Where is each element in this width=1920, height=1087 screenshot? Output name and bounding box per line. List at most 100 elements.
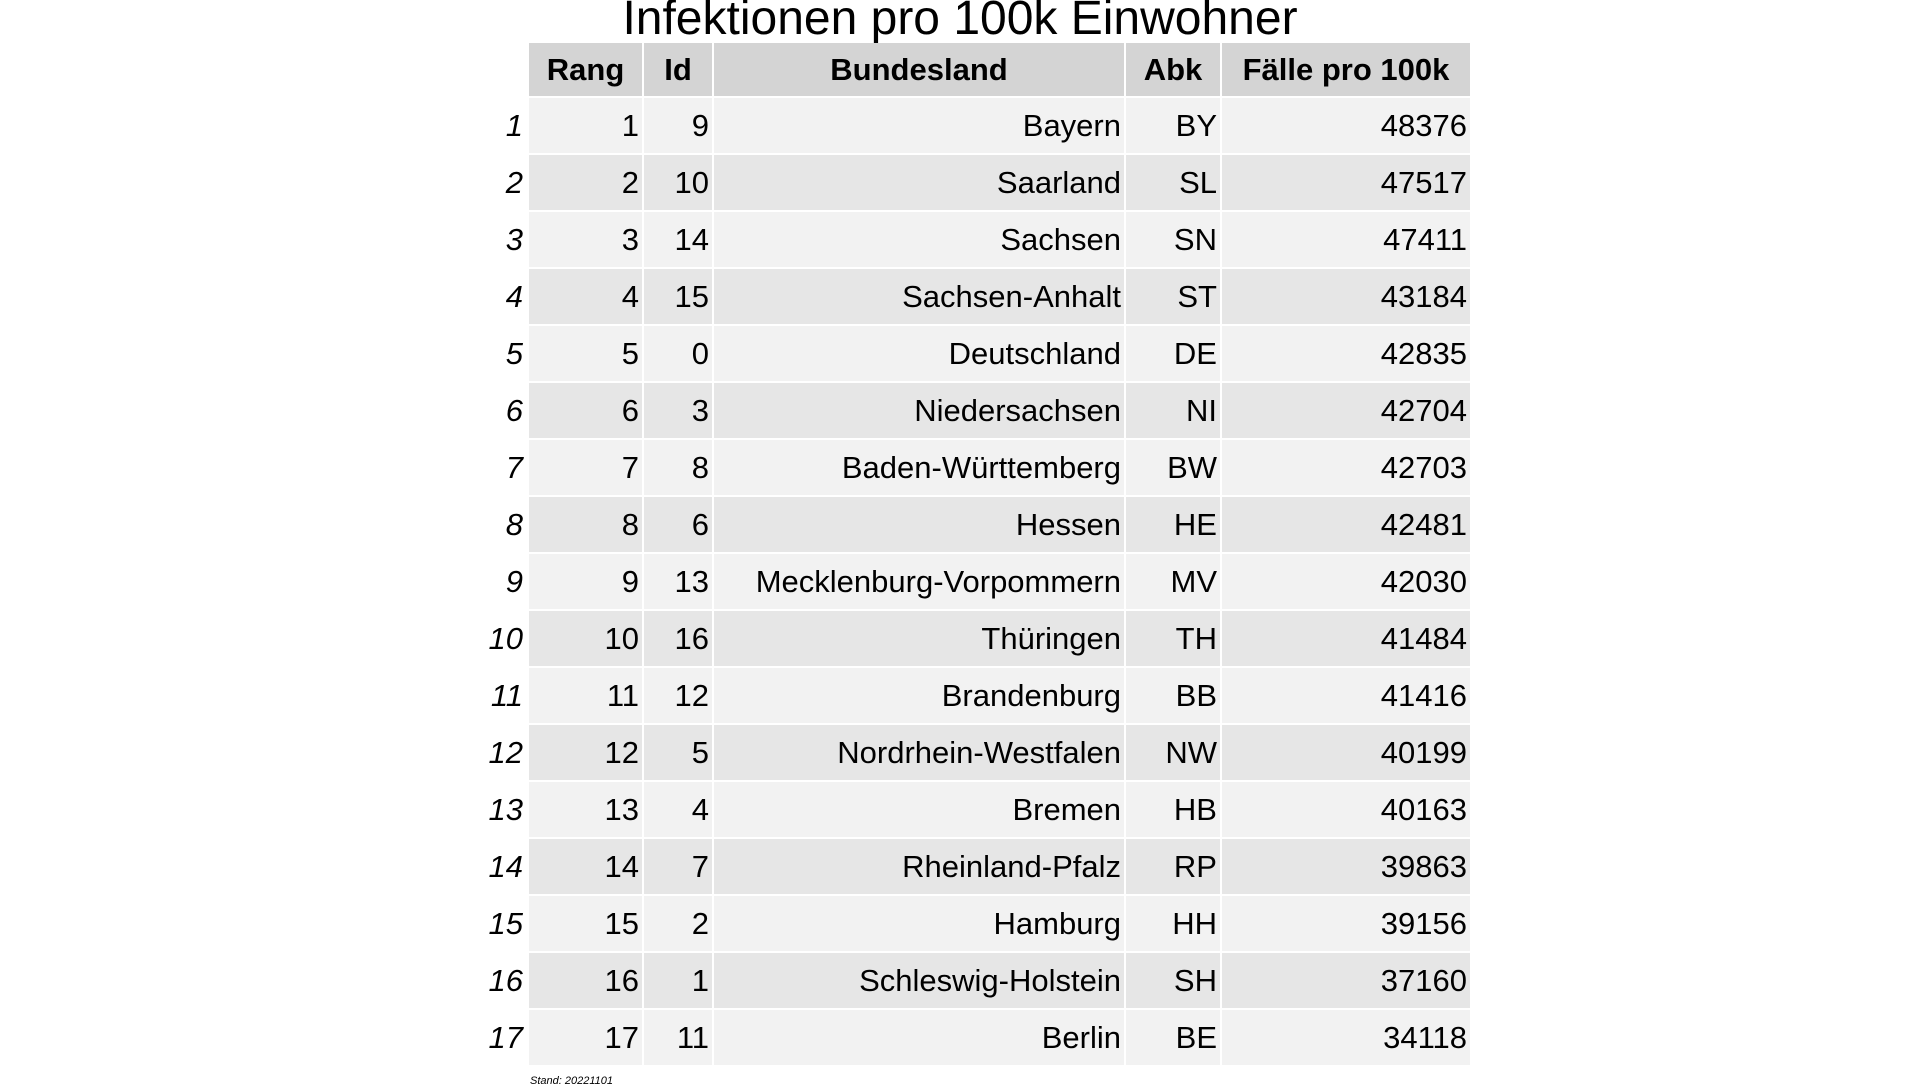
table-row: 15 15 2 Hamburg HH 39156	[487, 896, 1470, 951]
column-header-faelle: Fälle pro 100k	[1222, 43, 1470, 96]
table-row: 11 11 12 Brandenburg BB 41416	[487, 668, 1470, 723]
footnote: Stand: 20221101	[530, 1075, 613, 1087]
row-index: 14	[487, 839, 527, 894]
cell-bundesland: Thüringen	[714, 611, 1124, 666]
cell-faelle: 40199	[1222, 725, 1470, 780]
cell-faelle: 42835	[1222, 326, 1470, 381]
cell-id: 9	[644, 98, 712, 153]
cell-rang: 9	[529, 554, 642, 609]
row-index: 17	[487, 1010, 527, 1065]
cell-bundesland: Hessen	[714, 497, 1124, 552]
row-index: 13	[487, 782, 527, 837]
cell-abk: BY	[1126, 98, 1220, 153]
row-index: 1	[487, 98, 527, 153]
cell-rang: 3	[529, 212, 642, 267]
cell-faelle: 42704	[1222, 383, 1470, 438]
cell-bundesland: Niedersachsen	[714, 383, 1124, 438]
cell-id: 14	[644, 212, 712, 267]
chart-title: Infektionen pro 100k Einwohner	[622, 0, 1298, 45]
cell-faelle: 42481	[1222, 497, 1470, 552]
cell-bundesland: Sachsen-Anhalt	[714, 269, 1124, 324]
cell-bundesland: Schleswig-Holstein	[714, 953, 1124, 1008]
column-header-abk: Abk	[1126, 43, 1220, 96]
cell-faelle: 37160	[1222, 953, 1470, 1008]
cell-id: 16	[644, 611, 712, 666]
cell-id: 6	[644, 497, 712, 552]
table-body: 1 1 9 Bayern BY 48376 2 2 10 Saarland SL 47517 3 3 14 S…	[487, 98, 1470, 1065]
row-index: 2	[487, 155, 527, 210]
table-row: 7 7 8 Baden-Württemberg BW 42703	[487, 440, 1470, 495]
cell-faelle: 41484	[1222, 611, 1470, 666]
row-index: 9	[487, 554, 527, 609]
cell-id: 10	[644, 155, 712, 210]
cell-abk: BE	[1126, 1010, 1220, 1065]
cell-rang: 10	[529, 611, 642, 666]
cell-rang: 14	[529, 839, 642, 894]
cell-bundesland: Sachsen	[714, 212, 1124, 267]
cell-abk: MV	[1126, 554, 1220, 609]
row-index: 8	[487, 497, 527, 552]
cell-abk: TH	[1126, 611, 1220, 666]
cell-bundesland: Brandenburg	[714, 668, 1124, 723]
column-header-id: Id	[644, 43, 712, 96]
cell-abk: NI	[1126, 383, 1220, 438]
cell-rang: 5	[529, 326, 642, 381]
cell-rang: 6	[529, 383, 642, 438]
cell-bundesland: Bayern	[714, 98, 1124, 153]
cell-faelle: 39156	[1222, 896, 1470, 951]
cell-bundesland: Bremen	[714, 782, 1124, 837]
row-index: 7	[487, 440, 527, 495]
index-header	[487, 43, 527, 96]
cell-rang: 12	[529, 725, 642, 780]
row-index: 12	[487, 725, 527, 780]
cell-abk: HB	[1126, 782, 1220, 837]
row-index: 3	[487, 212, 527, 267]
cell-bundesland: Mecklenburg-Vorpommern	[714, 554, 1124, 609]
cell-id: 8	[644, 440, 712, 495]
cell-bundesland: Baden-Württemberg	[714, 440, 1124, 495]
table-row: 5 5 0 Deutschland DE 42835	[487, 326, 1470, 381]
table-row: 8 8 6 Hessen HE 42481	[487, 497, 1470, 552]
table-row: 3 3 14 Sachsen SN 47411	[487, 212, 1470, 267]
cell-id: 12	[644, 668, 712, 723]
cell-abk: SH	[1126, 953, 1220, 1008]
row-index: 16	[487, 953, 527, 1008]
cell-abk: SN	[1126, 212, 1220, 267]
cell-id: 4	[644, 782, 712, 837]
cell-abk: RP	[1126, 839, 1220, 894]
cell-rang: 16	[529, 953, 642, 1008]
cell-faelle: 47517	[1222, 155, 1470, 210]
header-row: Rang Id Bundesland Abk Fälle pro 100k	[487, 43, 1470, 96]
cell-bundesland: Nordrhein-Westfalen	[714, 725, 1124, 780]
cell-abk: HH	[1126, 896, 1220, 951]
cell-abk: BB	[1126, 668, 1220, 723]
cell-faelle: 43184	[1222, 269, 1470, 324]
cell-faelle: 48376	[1222, 98, 1470, 153]
cell-faelle: 42030	[1222, 554, 1470, 609]
row-index: 15	[487, 896, 527, 951]
cell-bundesland: Deutschland	[714, 326, 1124, 381]
column-header-bundesland: Bundesland	[714, 43, 1124, 96]
cell-id: 11	[644, 1010, 712, 1065]
row-index: 5	[487, 326, 527, 381]
cell-rang: 13	[529, 782, 642, 837]
cell-faelle: 39863	[1222, 839, 1470, 894]
row-index: 6	[487, 383, 527, 438]
table-row: 2 2 10 Saarland SL 47517	[487, 155, 1470, 210]
cell-faelle: 34118	[1222, 1010, 1470, 1065]
cell-rang: 7	[529, 440, 642, 495]
cell-rang: 17	[529, 1010, 642, 1065]
cell-id: 3	[644, 383, 712, 438]
cell-bundesland: Berlin	[714, 1010, 1124, 1065]
cell-rang: 15	[529, 896, 642, 951]
cell-id: 5	[644, 725, 712, 780]
row-index: 11	[487, 668, 527, 723]
cell-id: 1	[644, 953, 712, 1008]
table-row: 4 4 15 Sachsen-Anhalt ST 43184	[487, 269, 1470, 324]
table-row: 1 1 9 Bayern BY 48376	[487, 98, 1470, 153]
cell-bundesland: Rheinland-Pfalz	[714, 839, 1124, 894]
table-row: 6 6 3 Niedersachsen NI 42704	[487, 383, 1470, 438]
cell-faelle: 47411	[1222, 212, 1470, 267]
table-row: 14 14 7 Rheinland-Pfalz RP 39863	[487, 839, 1470, 894]
